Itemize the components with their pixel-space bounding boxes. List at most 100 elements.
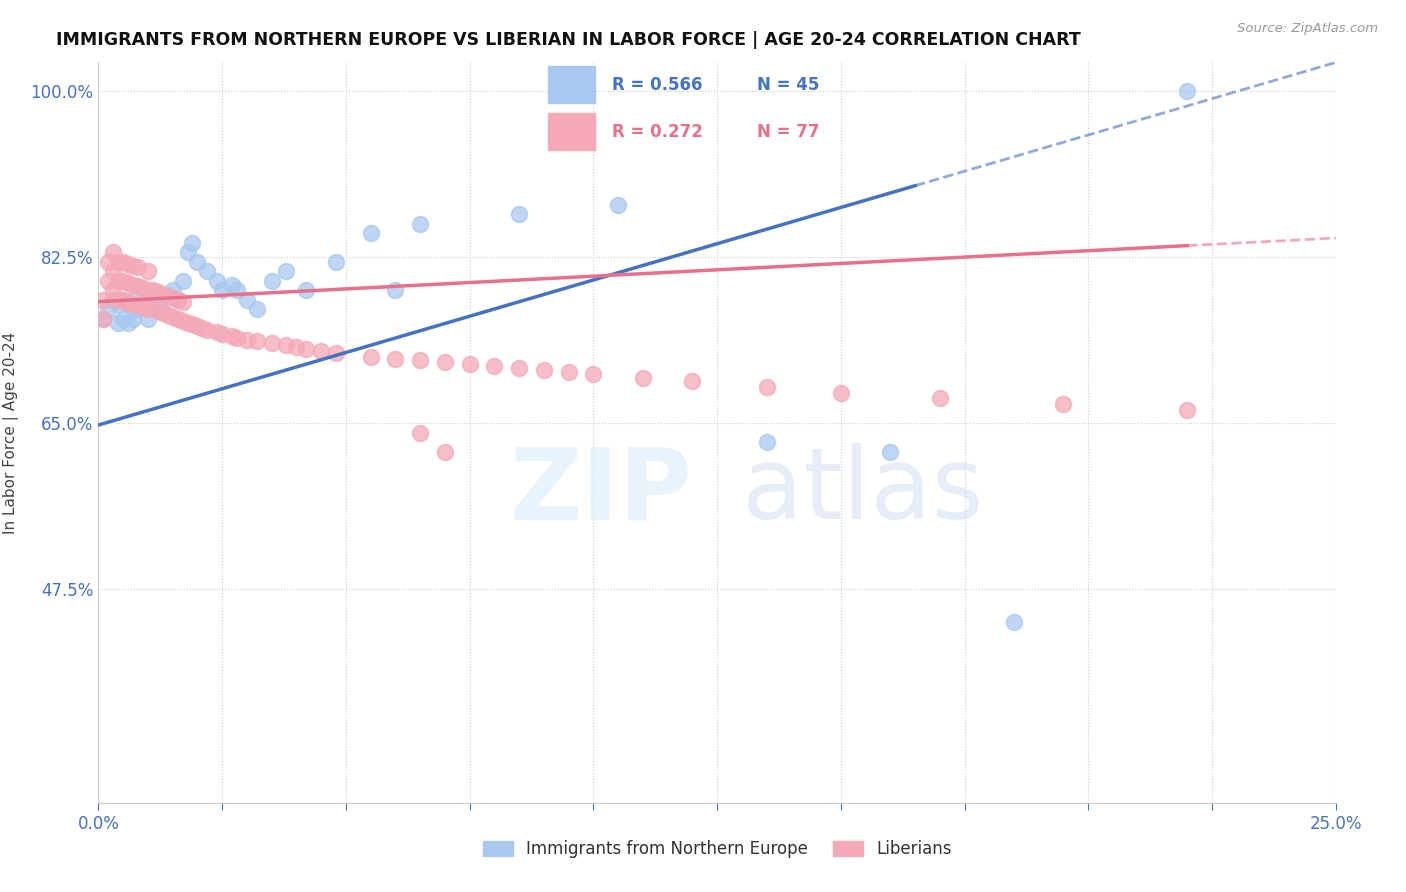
Legend: Immigrants from Northern Europe, Liberians: Immigrants from Northern Europe, Liberia… [475,833,959,865]
Text: R = 0.566: R = 0.566 [612,76,703,94]
Point [127,279,149,293]
Point [117,297,139,311]
Point [122,311,145,326]
Point [97,254,120,268]
Point [226,283,249,297]
Point [112,293,135,307]
Point [557,365,579,379]
Point [195,264,218,278]
Point [409,217,432,231]
Text: R = 0.272: R = 0.272 [612,123,703,141]
Point [508,207,530,221]
Point [152,293,174,307]
Point [132,281,155,295]
Point [1175,84,1198,98]
Point [681,375,703,389]
Point [166,293,188,307]
Point [152,306,174,320]
Point [146,285,169,300]
Text: ZIP: ZIP [509,443,692,541]
Point [409,353,432,368]
Point [166,293,188,307]
Point [176,316,198,330]
Point [260,336,283,351]
Point [112,274,135,288]
Point [211,283,233,297]
Point [136,264,159,278]
Point [112,311,135,326]
Point [136,283,159,297]
Point [107,274,129,288]
Point [191,321,214,335]
Point [122,277,145,292]
Point [107,293,129,307]
Point [1052,397,1074,411]
Point [295,342,318,356]
Point [285,340,308,354]
Point [107,317,129,331]
Point [127,298,149,312]
Point [928,392,950,406]
Point [136,302,159,317]
Point [93,311,115,326]
Point [181,318,204,332]
Point [112,254,135,268]
Point [484,359,506,374]
Point [879,444,901,458]
Text: N = 77: N = 77 [756,123,820,141]
Point [146,297,169,311]
Point [162,291,184,305]
Text: IMMIGRANTS FROM NORTHERN EUROPE VS LIBERIAN IN LABOR FORCE | AGE 20-24 CORRELATI: IMMIGRANTS FROM NORTHERN EUROPE VS LIBER… [56,31,1081,49]
Point [226,331,249,345]
Point [136,311,159,326]
Point [221,278,243,293]
Point [508,361,530,376]
Point [830,385,852,400]
Point [205,325,228,339]
Point [107,254,129,268]
Point [205,274,228,288]
Point [103,264,125,278]
FancyBboxPatch shape [548,66,595,103]
Point [146,304,169,318]
Point [260,274,283,288]
Point [186,319,208,334]
Point [276,264,298,278]
Point [360,227,382,241]
Point [181,235,204,250]
Point [246,334,269,349]
Point [97,302,120,317]
Point [122,259,145,273]
Point [156,288,179,302]
Point [112,293,135,307]
FancyBboxPatch shape [548,113,595,150]
Point [755,435,778,450]
Point [103,293,125,307]
Point [127,302,149,317]
Point [117,294,139,309]
Point [166,311,188,326]
Point [246,302,269,317]
Point [582,367,605,381]
Point [117,317,139,331]
Point [107,297,129,311]
Point [360,350,382,364]
Point [136,293,159,307]
Text: N = 45: N = 45 [756,76,820,94]
Point [309,343,332,358]
Point [607,198,630,212]
Point [295,283,318,297]
Point [384,283,406,297]
Point [162,283,184,297]
Point [458,357,481,371]
Point [152,287,174,301]
Point [142,302,165,317]
Point [176,245,198,260]
Point [236,333,259,347]
Point [127,260,149,275]
Point [1175,402,1198,417]
Point [103,283,125,297]
Point [122,293,145,307]
Text: Source: ZipAtlas.com: Source: ZipAtlas.com [1237,22,1378,36]
Y-axis label: In Labor Force | Age 20-24: In Labor Force | Age 20-24 [3,332,20,533]
